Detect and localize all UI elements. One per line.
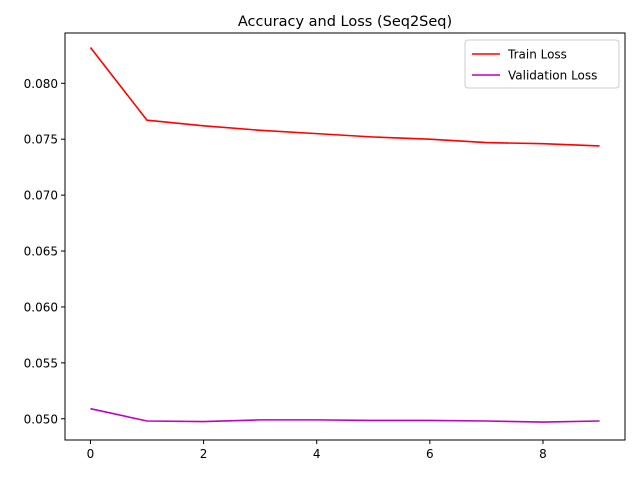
data-point bbox=[146, 420, 148, 422]
chart-title: Accuracy and Loss (Seq2Seq) bbox=[238, 14, 452, 30]
y-tick-label: 0.070 bbox=[24, 189, 58, 203]
legend: Train Loss Validation Loss bbox=[464, 39, 620, 89]
data-point bbox=[429, 420, 431, 422]
data-point bbox=[542, 143, 544, 145]
data-point bbox=[372, 420, 374, 422]
data-point bbox=[599, 420, 601, 422]
data-point bbox=[203, 421, 205, 423]
x-tick-label: 8 bbox=[539, 447, 547, 461]
legend-label: Validation Loss bbox=[508, 69, 597, 83]
legend-label: Train Loss bbox=[507, 48, 567, 62]
y-tick-label: 0.055 bbox=[24, 356, 58, 370]
data-point bbox=[90, 47, 92, 49]
data-point bbox=[90, 408, 92, 410]
x-tick-label: 6 bbox=[426, 447, 434, 461]
data-point bbox=[316, 133, 318, 135]
series-lines bbox=[89, 47, 601, 423]
y-tick-label: 0.080 bbox=[24, 77, 58, 91]
x-tick-label: 0 bbox=[87, 447, 95, 461]
y-tick-label: 0.060 bbox=[24, 300, 58, 314]
data-point bbox=[259, 129, 261, 131]
x-tick-label: 2 bbox=[200, 447, 208, 461]
data-point bbox=[316, 419, 318, 421]
axis-ticks: 0 2 4 6 8 0.050 0.055 0.060 0.065 0.070 0.075 0.080 bbox=[24, 77, 547, 461]
data-point bbox=[146, 119, 148, 121]
plot-area-frame bbox=[64, 32, 626, 441]
series-line-validation-loss bbox=[90, 407, 600, 423]
data-point bbox=[429, 138, 431, 140]
data-point bbox=[542, 421, 544, 423]
y-tick-label: 0.050 bbox=[24, 412, 58, 426]
y-tick-label: 0.075 bbox=[24, 133, 58, 147]
data-point bbox=[486, 420, 488, 422]
data-point bbox=[203, 125, 205, 127]
data-point bbox=[372, 136, 374, 138]
series-line-train-loss bbox=[89, 47, 600, 147]
data-point bbox=[259, 419, 261, 421]
data-point bbox=[486, 142, 488, 144]
legend-box bbox=[464, 39, 620, 89]
data-point bbox=[599, 145, 601, 147]
x-tick-label: 4 bbox=[313, 447, 321, 461]
y-tick-label: 0.065 bbox=[24, 245, 58, 259]
